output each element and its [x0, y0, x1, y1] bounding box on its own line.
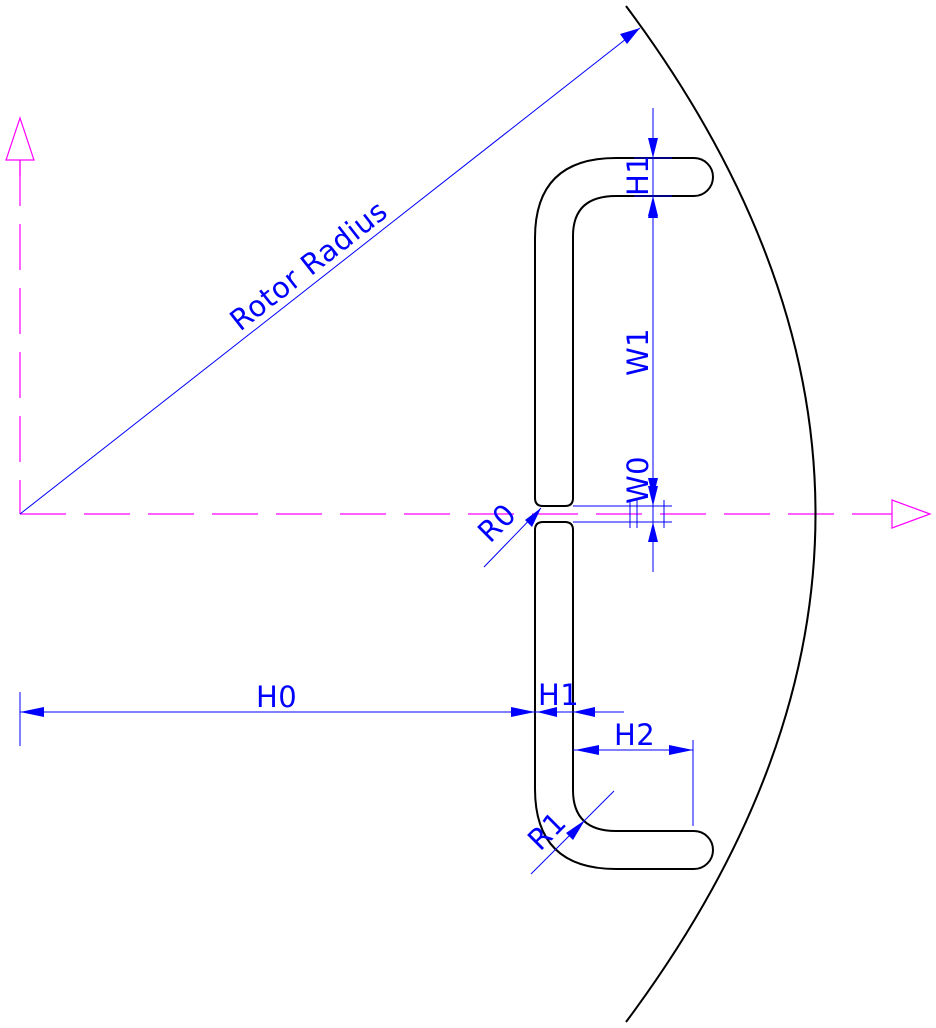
w1-label: W1 [621, 328, 655, 376]
h0-arrow-right-icon [511, 707, 535, 717]
slot-outline [534, 157, 714, 870]
h1-top-arrow-upper-icon [648, 138, 658, 158]
slot-upper-half [534, 157, 714, 507]
h1-bottom-arrow-right-icon [573, 707, 595, 717]
slot-lower-half [534, 521, 714, 870]
w1-arrow-upper-icon [648, 198, 658, 218]
r1-arrow-icon [566, 820, 585, 840]
r0-arrow-icon [525, 508, 541, 527]
h0-arrow-left-icon [20, 707, 44, 717]
h0-label: H0 [256, 680, 297, 714]
rotor-outer-arc [625, 5, 817, 1023]
r0-label: R0 [471, 497, 523, 549]
h1-top-label: H1 [621, 155, 655, 196]
h2-arrow-left-icon [575, 745, 599, 755]
w0-arrow-upper-icon [648, 486, 658, 506]
rotor-radius-line [19, 27, 641, 515]
w0-arrow-lower-icon [648, 522, 658, 542]
rotor-radius-arrow-icon [620, 28, 640, 44]
w0-label: W0 [621, 456, 655, 504]
axes [5, 116, 932, 529]
vertical-axis-arrow-icon [5, 116, 35, 176]
h1-bottom-arrow-left-icon [537, 707, 557, 717]
h1-bottom-label: H1 [538, 678, 579, 712]
rotor-radius-label: Rotor Radius [223, 193, 394, 337]
dimensions: Rotor Radius H1 W1 W0 R0 H0 [19, 27, 694, 875]
h2-arrow-right-icon [669, 745, 693, 755]
r1-label: R1 [521, 805, 573, 857]
h2-label: H2 [614, 718, 655, 752]
horizontal-axis-arrow-icon [891, 499, 932, 529]
